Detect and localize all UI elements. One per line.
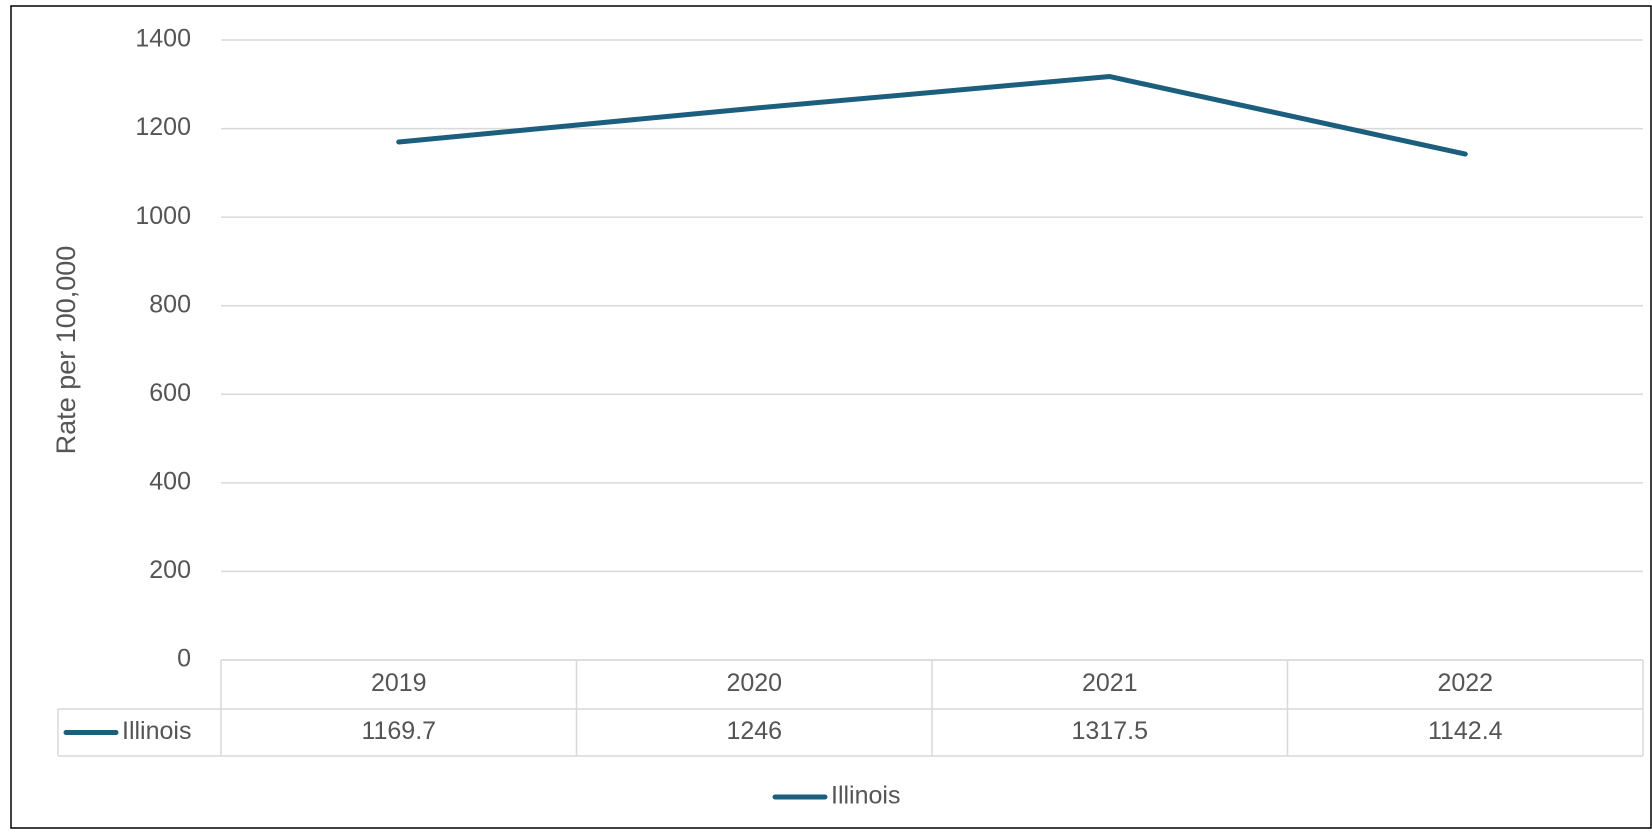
x-tick-label: 2019 [371, 669, 427, 697]
y-tick-label: 1400 [135, 25, 191, 53]
y-tick-label: 800 [149, 290, 191, 318]
y-tick-label: 1200 [135, 113, 191, 141]
table-series-name: Illinois [122, 717, 191, 745]
y-tick-label: 0 [177, 645, 191, 673]
x-tick-label: 2022 [1437, 669, 1493, 697]
legend-label: Illinois [831, 782, 900, 810]
table-value: 1246 [726, 717, 782, 745]
y-tick-label: 200 [149, 556, 191, 584]
chart-border [10, 5, 1652, 829]
y-axis-label: Rate per 100,000 [51, 246, 81, 455]
line [396, 74, 1468, 157]
y-tick-label: 1000 [135, 202, 191, 230]
table-value: 1169.7 [361, 717, 436, 745]
y-tick-label: 600 [149, 379, 191, 407]
y-tick-label: 400 [149, 467, 191, 495]
x-tick-label: 2020 [726, 669, 782, 697]
table-value: 1317.5 [1072, 717, 1148, 745]
table-value: 1142.4 [1428, 717, 1503, 745]
x-tick-label: 2021 [1082, 669, 1138, 697]
